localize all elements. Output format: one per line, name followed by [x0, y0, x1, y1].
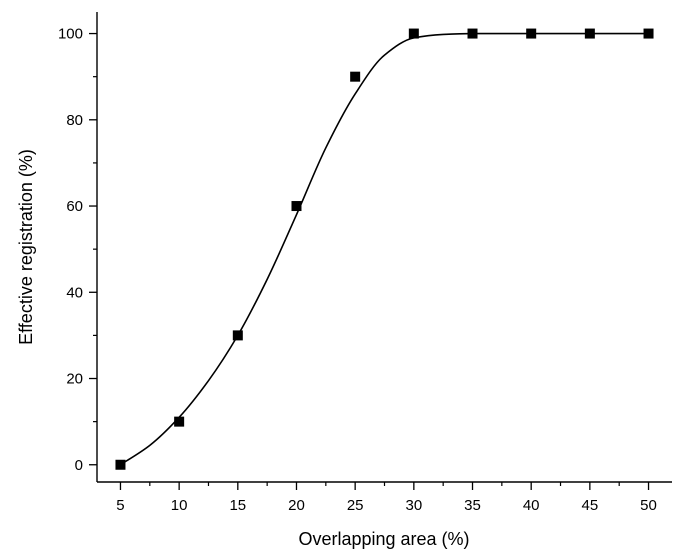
- x-tick-label: 25: [347, 497, 364, 514]
- x-axis-ticks: 5 10 15 20 25 30 35 40 45 50: [116, 482, 657, 514]
- x-tick-label: 35: [464, 497, 481, 514]
- data-point: [291, 201, 302, 212]
- x-tick-label: 50: [640, 497, 657, 514]
- data-point: [350, 71, 361, 82]
- x-tick-label: 20: [288, 497, 305, 514]
- data-point: [408, 28, 419, 39]
- fit-curve: [120, 32, 649, 466]
- data-points: [115, 28, 654, 470]
- data-point: [643, 28, 654, 39]
- x-tick-label: 5: [116, 497, 124, 514]
- y-tick-label: 80: [66, 112, 83, 129]
- data-point: [467, 28, 478, 39]
- y-tick-label: 60: [66, 198, 83, 215]
- y-tick-label: 0: [75, 457, 83, 474]
- y-tick-label: 100: [58, 26, 83, 43]
- y-tick-label: 20: [66, 371, 83, 388]
- y-tick-label: 40: [66, 284, 83, 301]
- y-axis-ticks: 0 20 40 60 80 100: [58, 26, 97, 474]
- x-tick-label: 45: [582, 497, 599, 514]
- x-tick-label: 15: [229, 497, 246, 514]
- x-tick-label: 10: [171, 497, 188, 514]
- data-point: [232, 330, 243, 341]
- data-point: [584, 28, 595, 39]
- y-axis-title: Effective registration (%): [16, 149, 36, 345]
- x-tick-label: 30: [405, 497, 422, 514]
- x-axis-title: Overlapping area (%): [298, 529, 469, 549]
- x-tick-label: 40: [523, 497, 540, 514]
- axes: [96, 12, 672, 483]
- data-point: [174, 416, 185, 427]
- data-point: [115, 459, 126, 470]
- data-point: [526, 28, 537, 39]
